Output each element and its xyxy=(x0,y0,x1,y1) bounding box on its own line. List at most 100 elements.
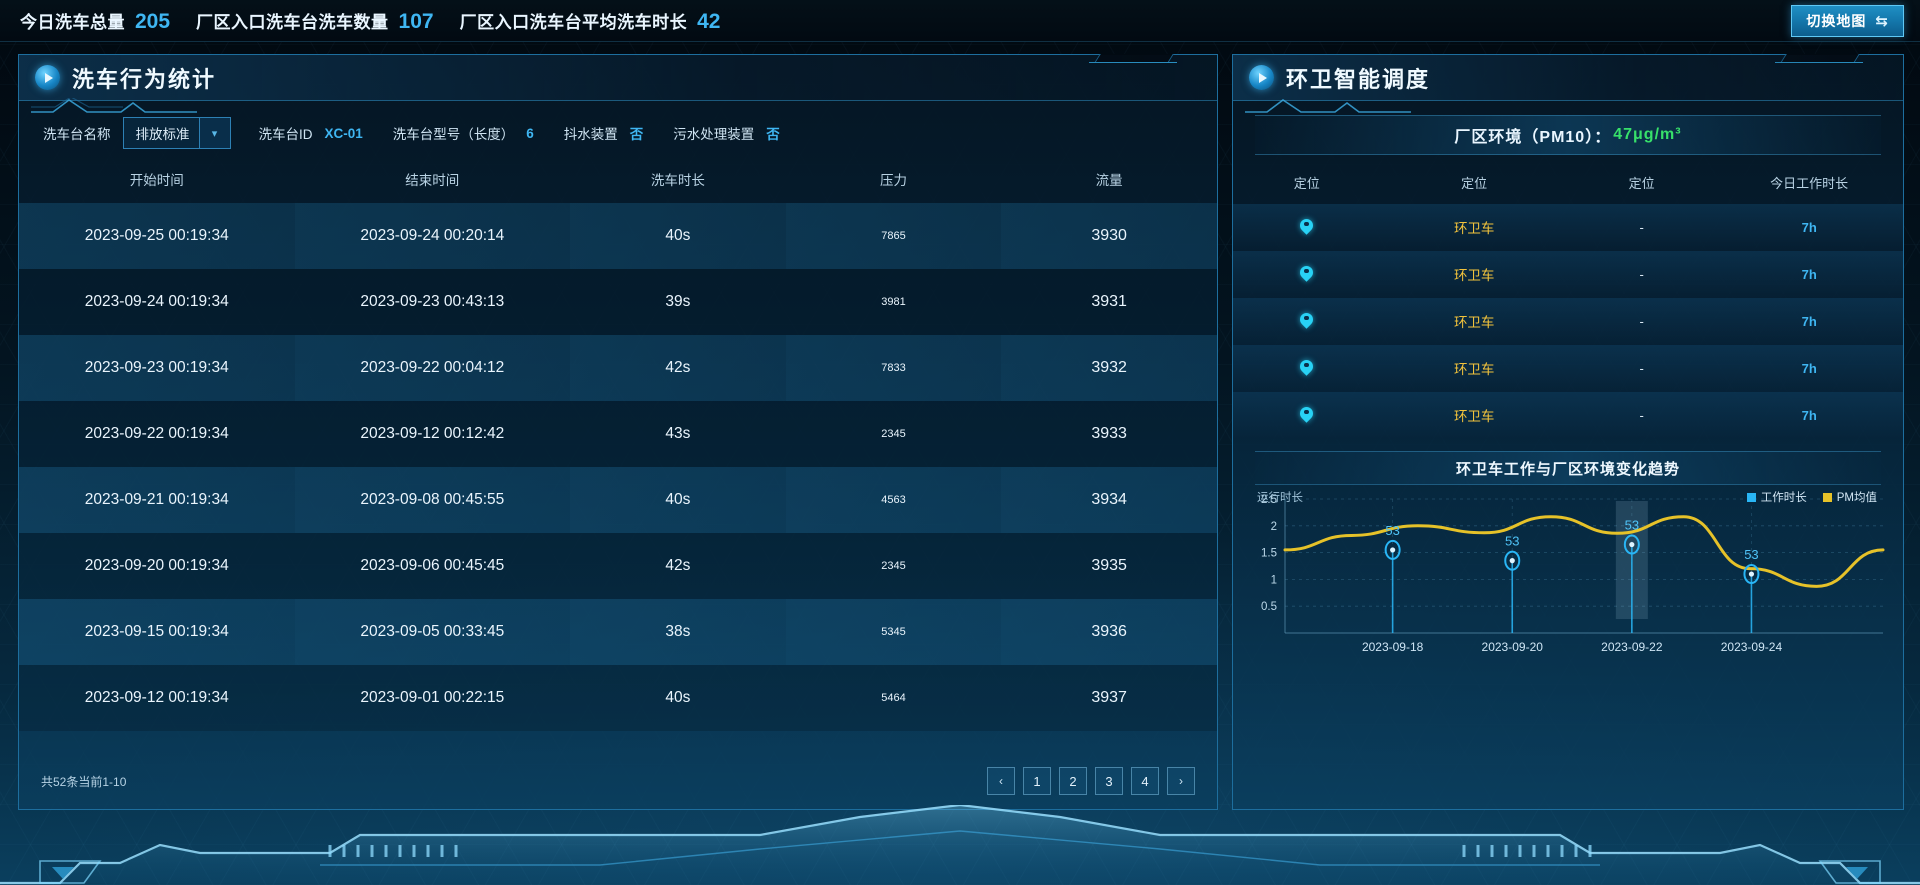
location-pin-icon[interactable] xyxy=(1300,313,1313,326)
chart-x-tick: 2023-09-18 xyxy=(1362,640,1424,654)
switch-map-label: 切换地图 xyxy=(1806,13,1867,29)
vehicle-hours-cell: 7h xyxy=(1715,345,1903,392)
vehicle-hours: 7h xyxy=(1801,407,1817,423)
table-cell: 3935 xyxy=(1001,533,1217,599)
vehicle-row[interactable]: 环卫车 - 7h xyxy=(1233,251,1903,298)
lollipop-value-label: 53 xyxy=(1385,523,1399,538)
wash-station-filter-bar: 洗车台名称 排放标准 ▾ 洗车台ID XC-01 洗车台型号（长度） 6 抖水装… xyxy=(19,101,1217,161)
table-row[interactable]: 2023-09-25 00:19:34 2023-09-24 00:20:14 40… xyxy=(19,203,1217,269)
chart-y-axis-label: 运行时长 xyxy=(1257,492,1303,504)
sanitation-vehicles-table: 定位 定位 定位 今日工作时长 环卫车 - 7h 环卫车 - 7h 环卫车 - 7h 环卫车 - 7h… xyxy=(1233,165,1903,439)
table-cell: 3936 xyxy=(1001,599,1217,665)
stat-label: 厂区入口洗车台平均洗车时长 xyxy=(459,12,688,32)
col-location-3: 定位 xyxy=(1628,176,1655,191)
location-pin-icon[interactable] xyxy=(1300,407,1313,420)
vehicle-location-cell[interactable] xyxy=(1233,204,1381,251)
vehicle-location-cell[interactable] xyxy=(1233,345,1381,392)
vehicle-location-cell[interactable] xyxy=(1233,251,1381,298)
table-cell: 2023-09-20 00:19:34 xyxy=(19,533,295,599)
switch-map-button[interactable]: 切换地图 ⇆ xyxy=(1791,5,1904,37)
table-row[interactable]: 2023-09-20 00:19:34 2023-09-06 00:45:45 42… xyxy=(19,533,1217,599)
table-cell: 3931 xyxy=(1001,269,1217,335)
pagination: 共52条当前1-10 ‹ 1 2 3 4 › xyxy=(19,767,1217,795)
lollipop-value-label: 53 xyxy=(1625,518,1639,533)
vehicle-row[interactable]: 环卫车 - 7h xyxy=(1233,392,1903,439)
chart-y-tick: 2.5 xyxy=(1261,494,1277,506)
table-row[interactable]: 2023-09-23 00:19:34 2023-09-22 00:04:12 42… xyxy=(19,335,1217,401)
vehicle-location-cell[interactable] xyxy=(1233,298,1381,345)
play-circle-icon xyxy=(1249,65,1274,90)
table-cell: 2345 xyxy=(785,533,1002,599)
pagination-page-3[interactable]: 3 xyxy=(1095,767,1123,795)
lollipop-marker xyxy=(1623,534,1640,555)
stats-group: 今日洗车总量 205 厂区入口洗车台洗车数量 107 厂区入口洗车台平均洗车时长… xyxy=(0,8,720,34)
chart-y-tick: 1.5 xyxy=(1261,548,1277,560)
location-pin-icon[interactable] xyxy=(1300,360,1313,373)
table-cell: 2023-09-12 00:12:42 xyxy=(294,401,571,467)
table-cell: 42s xyxy=(570,335,786,401)
vehicle-name-cell: 环卫车 xyxy=(1380,204,1568,251)
pagination-prev-button[interactable]: ‹ xyxy=(987,767,1015,795)
chart-x-tick: 2023-09-20 xyxy=(1482,640,1544,654)
table-cell: 2023-09-08 00:45:55 xyxy=(294,467,571,533)
vehicle-row[interactable]: 环卫车 - 7h xyxy=(1233,298,1903,345)
vehicle-row[interactable]: 环卫车 - 7h xyxy=(1233,204,1903,251)
sanitation-dispatch-panel: 环卫智能调度 厂区环境（PM10）： 47μg/m³ 定位 定位 定位 今日工作… xyxy=(1232,54,1904,810)
table-cell: 2023-09-06 00:45:45 xyxy=(294,533,571,599)
vehicle-status-cell: - xyxy=(1567,345,1716,392)
stat-value: 107 xyxy=(398,9,434,33)
footer-hud-decoration xyxy=(0,805,1920,885)
table-row[interactable]: 2023-09-12 00:19:34 2023-09-01 00:22:15 40… xyxy=(19,665,1217,731)
table-row[interactable]: 2023-09-21 00:19:34 2023-09-08 00:45:55 40… xyxy=(19,467,1217,533)
chevron-down-icon[interactable]: ▾ xyxy=(198,117,231,149)
stat-label: 厂区入口洗车台洗车数量 xyxy=(196,12,389,32)
wash-station-select[interactable]: 排放标准 ▾ xyxy=(122,117,231,149)
table-cell: 40s xyxy=(570,203,786,269)
filter-id-label: 洗车台ID xyxy=(258,127,313,142)
wash-records-table: 开始时间 结束时间 洗车时长 压力 流量 2023-09-25 00:19:34… xyxy=(19,161,1217,731)
sanitation-vehicles-body: 环卫车 - 7h 环卫车 - 7h 环卫车 - 7h 环卫车 - 7h 环卫车 - 7h xyxy=(1233,204,1903,439)
header-chevron-decoration xyxy=(1245,99,1411,113)
table-cell: 7833 xyxy=(785,335,1002,401)
table-row[interactable]: 2023-09-22 00:19:34 2023-09-12 00:12:42 43… xyxy=(19,401,1217,467)
table-cell: 40s xyxy=(570,467,786,533)
table-row[interactable]: 2023-09-24 00:19:34 2023-09-23 00:43:13 39… xyxy=(19,269,1217,335)
col-location-1: 定位 xyxy=(1293,176,1320,191)
vehicle-location-cell[interactable] xyxy=(1233,392,1381,439)
location-pin-icon[interactable] xyxy=(1300,266,1313,279)
pagination-next-button[interactable]: › xyxy=(1167,767,1195,795)
pagination-page-4[interactable]: 4 xyxy=(1131,767,1159,795)
right-panel-header: 环卫智能调度 xyxy=(1233,55,1903,113)
pm10-value: 47μg/m³ xyxy=(1613,126,1682,143)
table-cell: 3932 xyxy=(1001,335,1217,401)
vehicle-hours-cell: 7h xyxy=(1715,251,1903,298)
col-flow: 流量 xyxy=(1095,173,1123,188)
table-cell: 2023-09-21 00:19:34 xyxy=(19,467,295,533)
lollipop-marker xyxy=(1743,564,1760,585)
chart-title: 环卫车工作与厂区环境变化趋势 xyxy=(1255,451,1881,485)
table-cell: 2345 xyxy=(785,401,1002,467)
vehicle-hours: 7h xyxy=(1801,266,1817,282)
trend-chart: 运行时长 工作时长 PM均值 0.5 1 1.5 2 2.5 2023-09-18 2023… xyxy=(1249,491,1887,681)
vehicle-status-cell: - xyxy=(1567,298,1716,345)
location-pin-icon[interactable] xyxy=(1300,219,1313,232)
top-stats-bar: 今日洗车总量 205 厂区入口洗车台洗车数量 107 厂区入口洗车台平均洗车时长… xyxy=(0,0,1920,42)
legend-item-work-hours: 工作时长 xyxy=(1746,489,1807,505)
chart-x-tick: 2023-09-24 xyxy=(1721,640,1783,654)
swap-icon: ⇆ xyxy=(1875,13,1889,30)
pagination-page-1[interactable]: 1 xyxy=(1023,767,1051,795)
vehicle-name-cell: 环卫车 xyxy=(1380,298,1568,345)
vehicle-status-cell: - xyxy=(1567,392,1716,439)
col-end-time: 结束时间 xyxy=(405,173,460,188)
table-cell: 3981 xyxy=(785,269,1002,335)
lollipop-dot xyxy=(1629,541,1635,548)
vehicle-row[interactable]: 环卫车 - 7h xyxy=(1233,345,1903,392)
legend-label: 工作时长 xyxy=(1760,492,1807,504)
legend-item-pm-average: PM均值 xyxy=(1822,489,1877,505)
table-row[interactable]: 2023-09-15 00:19:34 2023-09-05 00:33:45 38… xyxy=(19,599,1217,665)
table-header-row: 开始时间 结束时间 洗车时长 压力 流量 xyxy=(19,161,1217,203)
pagination-page-2[interactable]: 2 xyxy=(1059,767,1087,795)
pm10-label: 厂区环境（PM10）： xyxy=(1454,129,1612,146)
chart-x-tick: 2023-09-22 xyxy=(1601,640,1663,654)
vehicle-name: 环卫车 xyxy=(1453,268,1495,283)
